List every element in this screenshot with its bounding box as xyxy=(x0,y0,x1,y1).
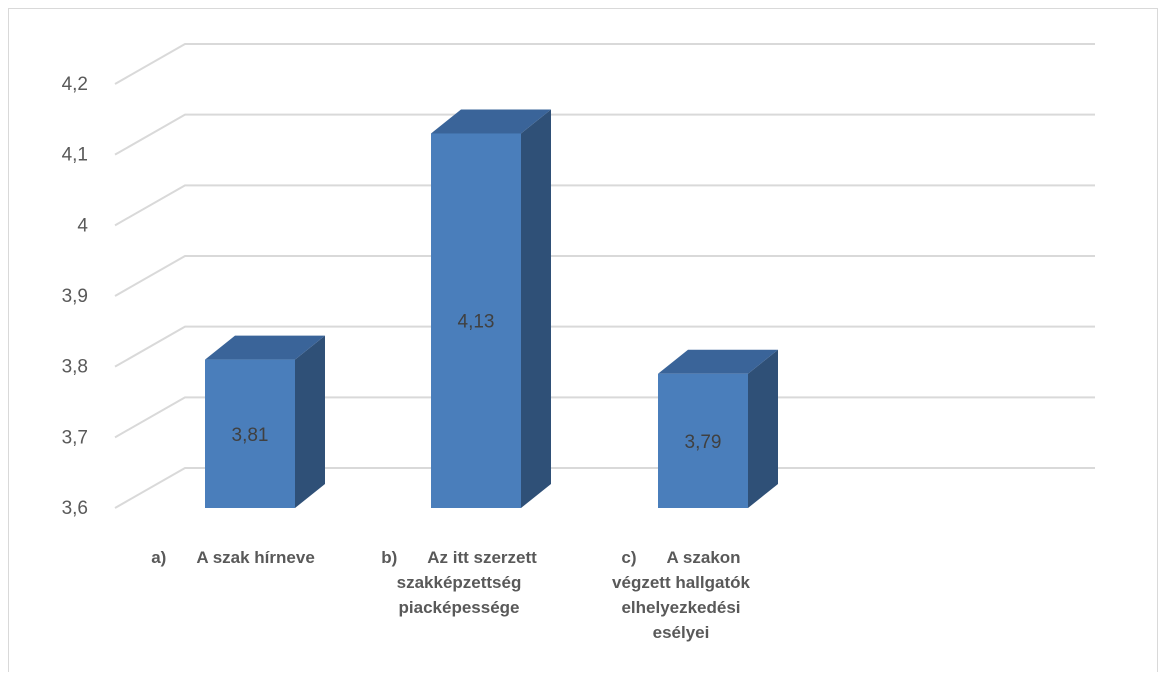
gridline xyxy=(114,255,1095,297)
gridline xyxy=(114,467,1095,509)
bar-top xyxy=(431,109,551,134)
bar-front xyxy=(431,133,521,508)
gridline xyxy=(114,113,1095,156)
y-tick-label: 3,6 xyxy=(62,498,88,519)
category-label-line: elhelyezkedési xyxy=(621,598,740,617)
bar xyxy=(658,349,778,508)
data-label: 3,81 xyxy=(232,425,269,446)
chart-frame xyxy=(8,8,1158,672)
y-tick-label: 4 xyxy=(77,215,88,236)
category-label-line: a) A szak hírneve xyxy=(151,548,315,567)
bar-side xyxy=(295,335,325,508)
y-tick-label: 3,7 xyxy=(62,427,88,448)
bar xyxy=(431,109,551,508)
category-label: b) Az itt szerzett szakképzettség piacképes… xyxy=(381,548,537,617)
category-label-line: piacképessége xyxy=(399,598,520,617)
category-label: a) A szak hírneve xyxy=(151,548,315,567)
category-label-line: szakképzettség xyxy=(397,573,522,592)
bar-side xyxy=(748,349,778,508)
gridline xyxy=(114,43,1095,85)
y-tick-label: 4,2 xyxy=(62,74,88,95)
bars: 3,81 4,13 3,79 xyxy=(205,109,778,508)
category-label-line: végzett hallgatók xyxy=(612,573,750,592)
bar-top xyxy=(205,335,325,360)
category-label: c) A szakon végzett hallgatók elhelyezkedés… xyxy=(612,548,750,642)
y-axis-tick-labels: 3,6 3,7 3,8 3,9 4 4,1 4,2 xyxy=(62,74,89,519)
bar-front xyxy=(205,359,295,508)
bar xyxy=(205,335,325,508)
gridline xyxy=(114,396,1095,439)
y-tick-label: 3,8 xyxy=(62,357,88,378)
gridline xyxy=(114,325,1095,368)
data-label: 3,79 xyxy=(685,432,722,453)
category-label-line: c) A szakon xyxy=(621,548,740,567)
gridline xyxy=(114,184,1095,227)
bar-top xyxy=(658,349,778,374)
gridlines xyxy=(114,43,1095,509)
data-label: 4,13 xyxy=(458,312,495,333)
bar-front xyxy=(658,373,748,508)
y-tick-label: 3,9 xyxy=(62,286,88,307)
bar-side xyxy=(521,109,551,508)
y-tick-label: 4,1 xyxy=(62,145,88,166)
category-labels: a) A szak hírneve b) Az itt szerzett szakkép… xyxy=(151,548,750,642)
category-label-line: esélyei xyxy=(653,623,710,642)
category-label-line: b) Az itt szerzett xyxy=(381,548,537,567)
